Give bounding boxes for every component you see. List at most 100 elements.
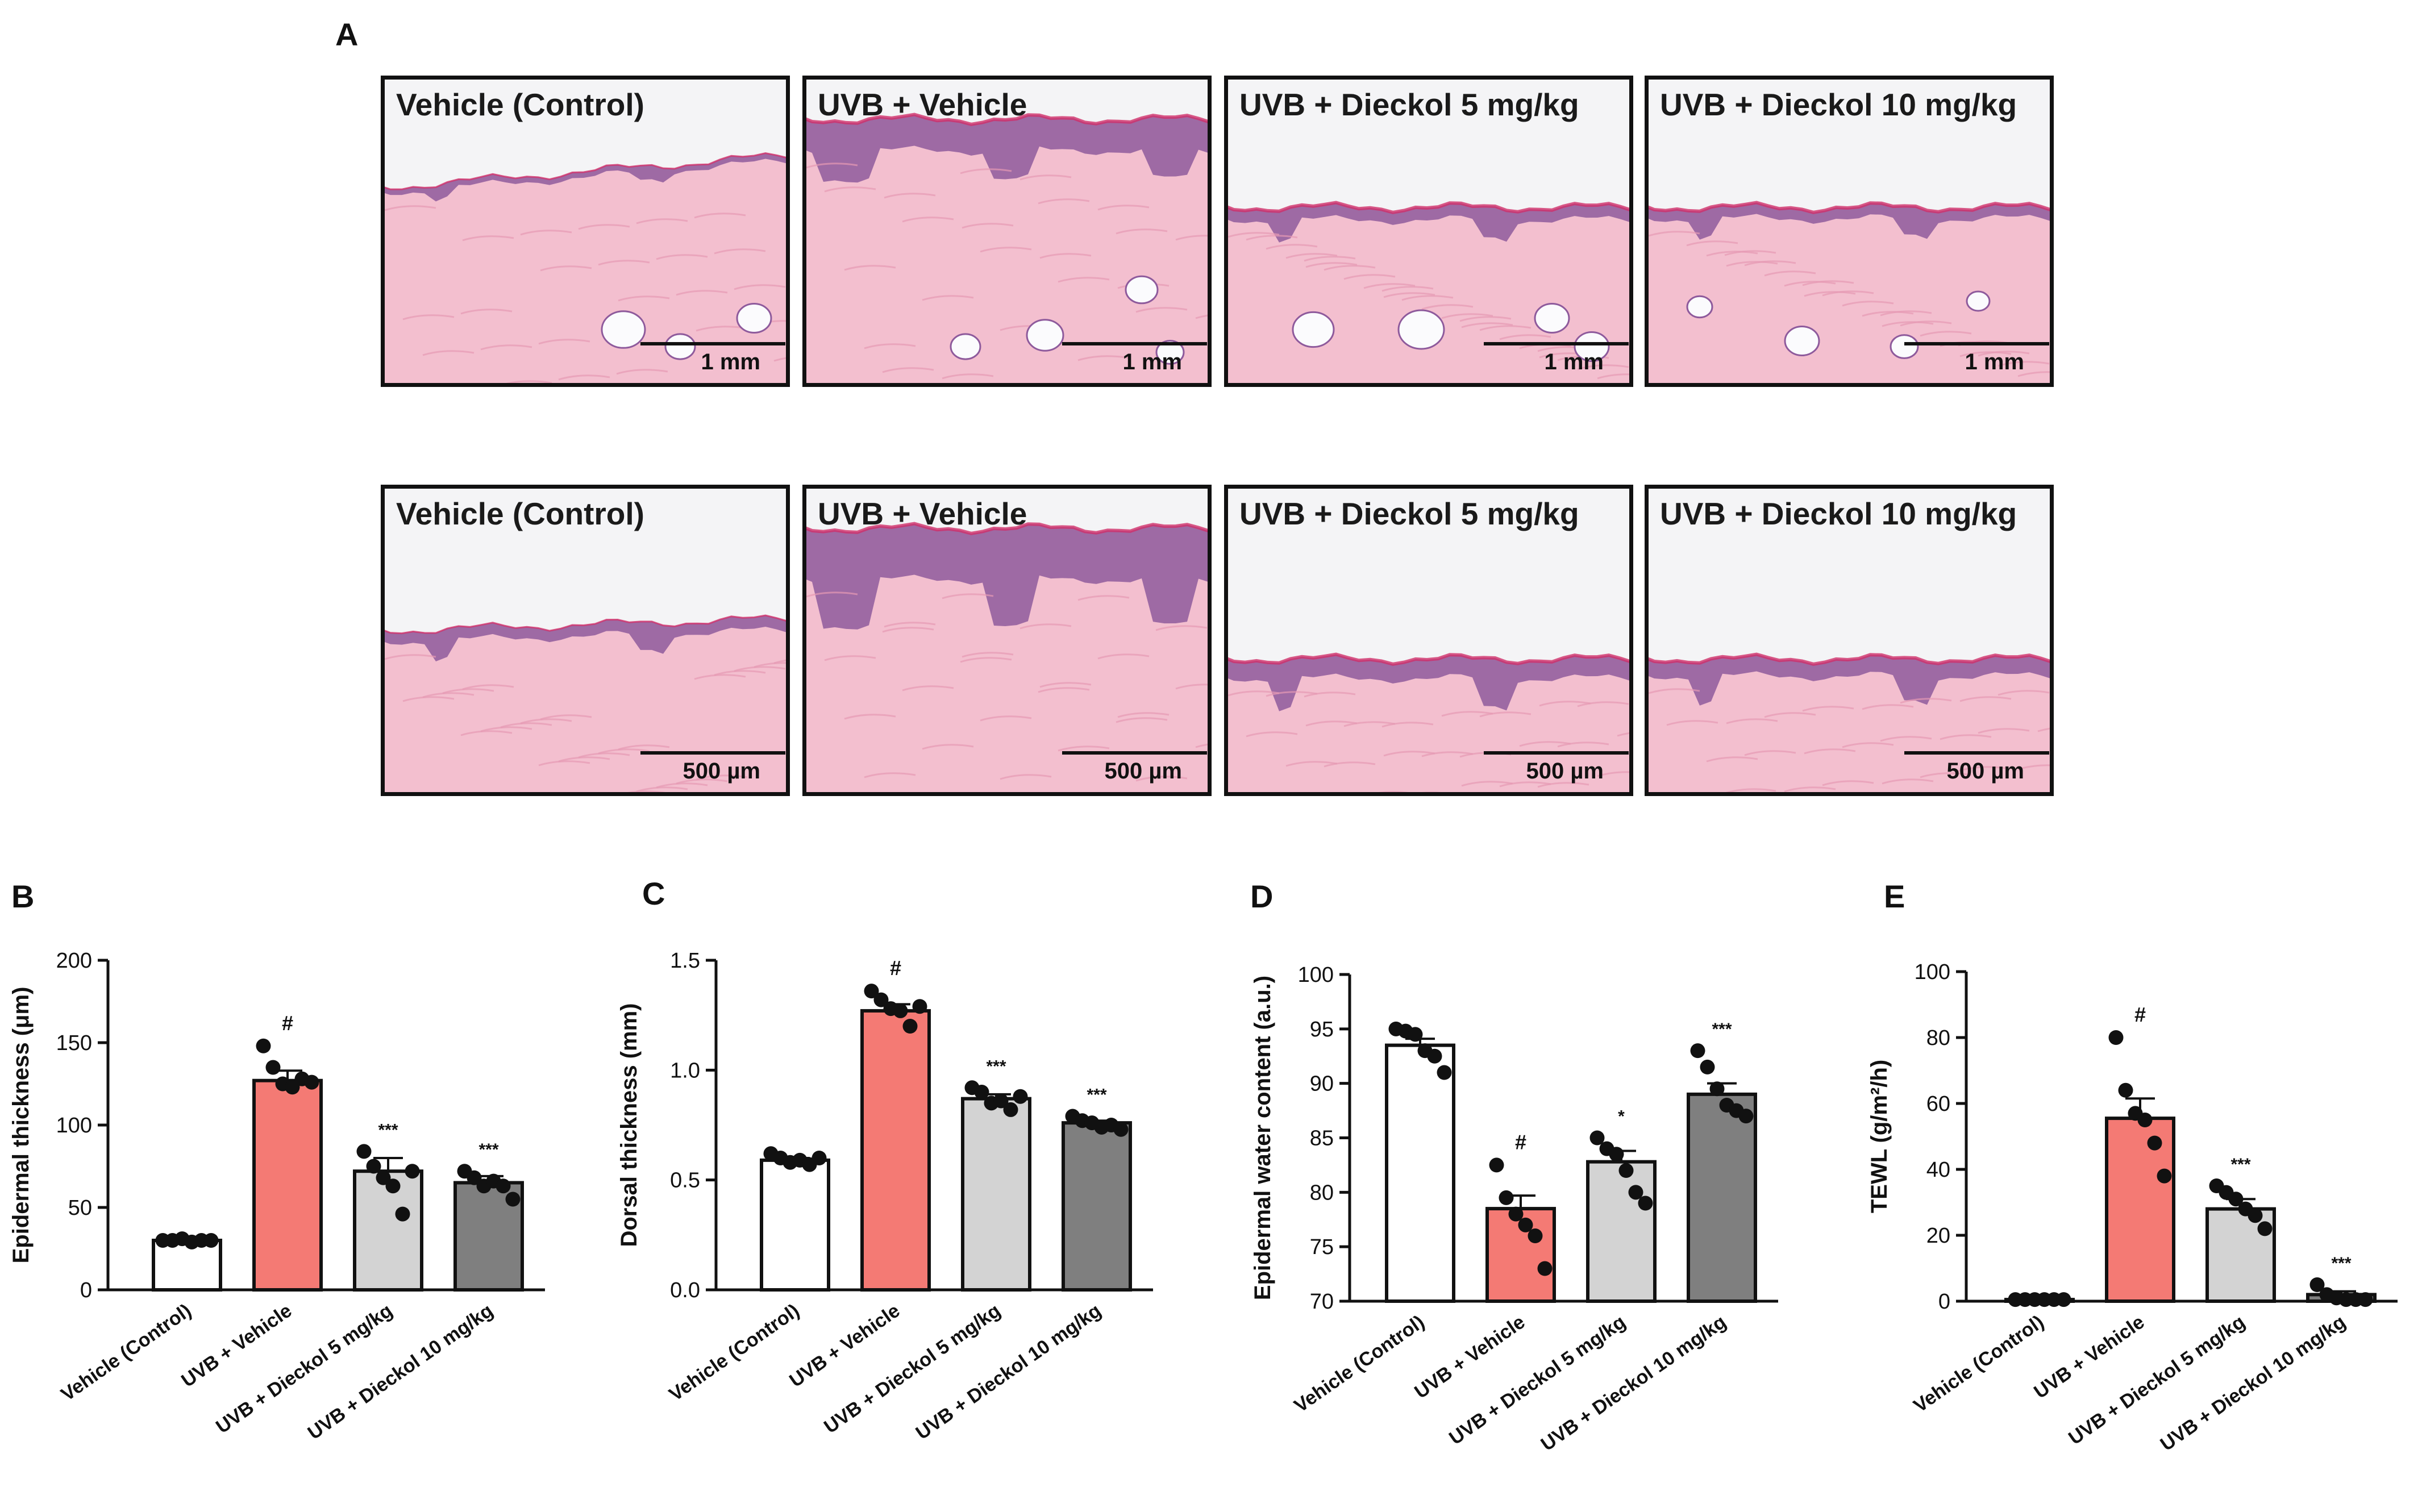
x-tick-label: Vehicle (Control) — [665, 1299, 804, 1405]
data-point — [2008, 1292, 2023, 1307]
significance-label: # — [2134, 1003, 2146, 1026]
x-tick-label: UVB + Dieckol 5 mg/kg — [1445, 1311, 1629, 1449]
x-tick-label: UVB + Vehicle — [2030, 1311, 2148, 1403]
scale-bar — [1484, 751, 1629, 755]
x-tick-label: UVB + Vehicle — [1410, 1311, 1529, 1403]
y-tick-label: 85 — [1310, 1127, 1334, 1151]
y-tick-label: 100 — [1915, 960, 1950, 984]
bar — [2105, 1117, 2175, 1303]
data-point — [1437, 1065, 1452, 1080]
data-point — [1537, 1261, 1553, 1276]
data-point — [912, 999, 927, 1014]
y-tick-label: 0.5 — [670, 1169, 700, 1193]
data-point — [2209, 1178, 2224, 1193]
significance-label: *** — [1712, 1020, 1732, 1039]
data-point — [405, 1164, 420, 1179]
panel-letter: C — [642, 876, 665, 911]
histology-label: UVB + Dieckol 5 mg/kg — [1239, 87, 1579, 122]
data-point — [974, 1085, 989, 1099]
significance-label: # — [282, 1011, 293, 1035]
data-point — [395, 1206, 410, 1222]
data-point — [2338, 1292, 2354, 1307]
scale-bar-label: 1 mm — [1544, 349, 1604, 374]
y-tick-label: 100 — [56, 1114, 92, 1138]
scale-bar — [1484, 342, 1629, 345]
significance-label: # — [890, 956, 901, 980]
significance-label: * — [1618, 1107, 1625, 1126]
scale-bar-label: 500 µm — [683, 759, 760, 784]
data-point — [864, 984, 879, 999]
data-point — [2319, 1287, 2334, 1302]
y-tick-label: 70 — [1310, 1290, 1334, 1314]
x-tick-label: Vehicle (Control) — [1910, 1311, 2048, 1417]
significance-label: *** — [986, 1057, 1006, 1076]
data-point — [505, 1192, 521, 1207]
data-point — [812, 1151, 827, 1165]
significance-label: *** — [1087, 1086, 1106, 1105]
histology-label: Vehicle (Control) — [396, 87, 644, 122]
data-point — [1388, 1021, 1404, 1036]
data-point — [467, 1170, 482, 1185]
x-tick-label: UVB + Dieckol 10 mg/kg — [304, 1299, 497, 1444]
histology-label: Vehicle (Control) — [396, 496, 644, 531]
histology-drawing — [1649, 489, 2050, 792]
histology-label: UVB + Dieckol 10 mg/kg — [1660, 496, 2017, 531]
data-point — [1084, 1115, 1100, 1131]
y-tick-label: 1.0 — [670, 1059, 700, 1082]
scale-bar — [1904, 342, 2049, 345]
y-tick-label: 40 — [1926, 1158, 1950, 1182]
data-point — [902, 1019, 918, 1034]
x-tick-label: UVB + Dieckol 5 mg/kg — [212, 1299, 396, 1438]
bar — [961, 1097, 1031, 1292]
data-point — [496, 1178, 511, 1194]
histology-label: UVB + Vehicle — [818, 87, 1027, 122]
data-point — [1518, 1217, 1533, 1232]
data-point — [2056, 1292, 2071, 1307]
scale-bar — [640, 342, 785, 345]
data-point — [486, 1173, 501, 1189]
y-tick-label: 0 — [80, 1278, 92, 1302]
bar — [453, 1181, 524, 1292]
y-tick-label: 50 — [68, 1196, 92, 1220]
data-point — [2037, 1292, 2052, 1307]
data-point — [1065, 1109, 1080, 1124]
histology-image: UVB + Dieckol 10 mg/kg 1 mm — [1645, 76, 2054, 387]
scale-bar — [640, 751, 785, 755]
bar — [2004, 1298, 2075, 1303]
data-point — [356, 1144, 372, 1159]
data-point — [194, 1233, 209, 1248]
data-point — [1700, 1059, 1715, 1074]
data-point — [1738, 1109, 1754, 1124]
y-tick-label: 60 — [1926, 1092, 1950, 1116]
data-point — [1690, 1043, 1705, 1059]
histology-image: Vehicle (Control) 1 mm — [381, 76, 790, 387]
data-point — [385, 1178, 401, 1194]
data-point — [476, 1178, 492, 1194]
data-point — [1618, 1163, 1634, 1178]
data-point — [2017, 1292, 2033, 1307]
histology-image: UVB + Vehicle 1 mm — [802, 76, 1212, 387]
bar — [353, 1169, 423, 1292]
data-point — [1599, 1141, 1614, 1156]
panel-letter: E — [1884, 878, 1905, 914]
data-point — [2348, 1292, 2363, 1307]
data-point — [2128, 1106, 2143, 1121]
histology-image: Vehicle (Control) 500 µm — [381, 485, 790, 796]
histology-label: UVB + Vehicle — [818, 496, 1027, 531]
x-tick-label: UVB + Dieckol 5 mg/kg — [820, 1299, 1004, 1438]
data-point — [294, 1071, 310, 1086]
data-point — [2108, 1030, 2124, 1045]
histology-drawing — [385, 80, 786, 383]
scale-bar — [1904, 751, 2049, 755]
histology-drawing — [806, 80, 1208, 383]
data-point — [285, 1080, 300, 1095]
scale-bar-label: 1 mm — [701, 349, 761, 374]
data-point — [1075, 1113, 1090, 1128]
histology-drawing — [1649, 80, 2050, 383]
data-point — [1628, 1185, 1643, 1200]
data-point — [1589, 1130, 1605, 1146]
data-point — [1104, 1118, 1119, 1132]
data-point — [993, 1093, 1009, 1109]
data-point — [304, 1074, 319, 1090]
data-point — [792, 1152, 808, 1168]
